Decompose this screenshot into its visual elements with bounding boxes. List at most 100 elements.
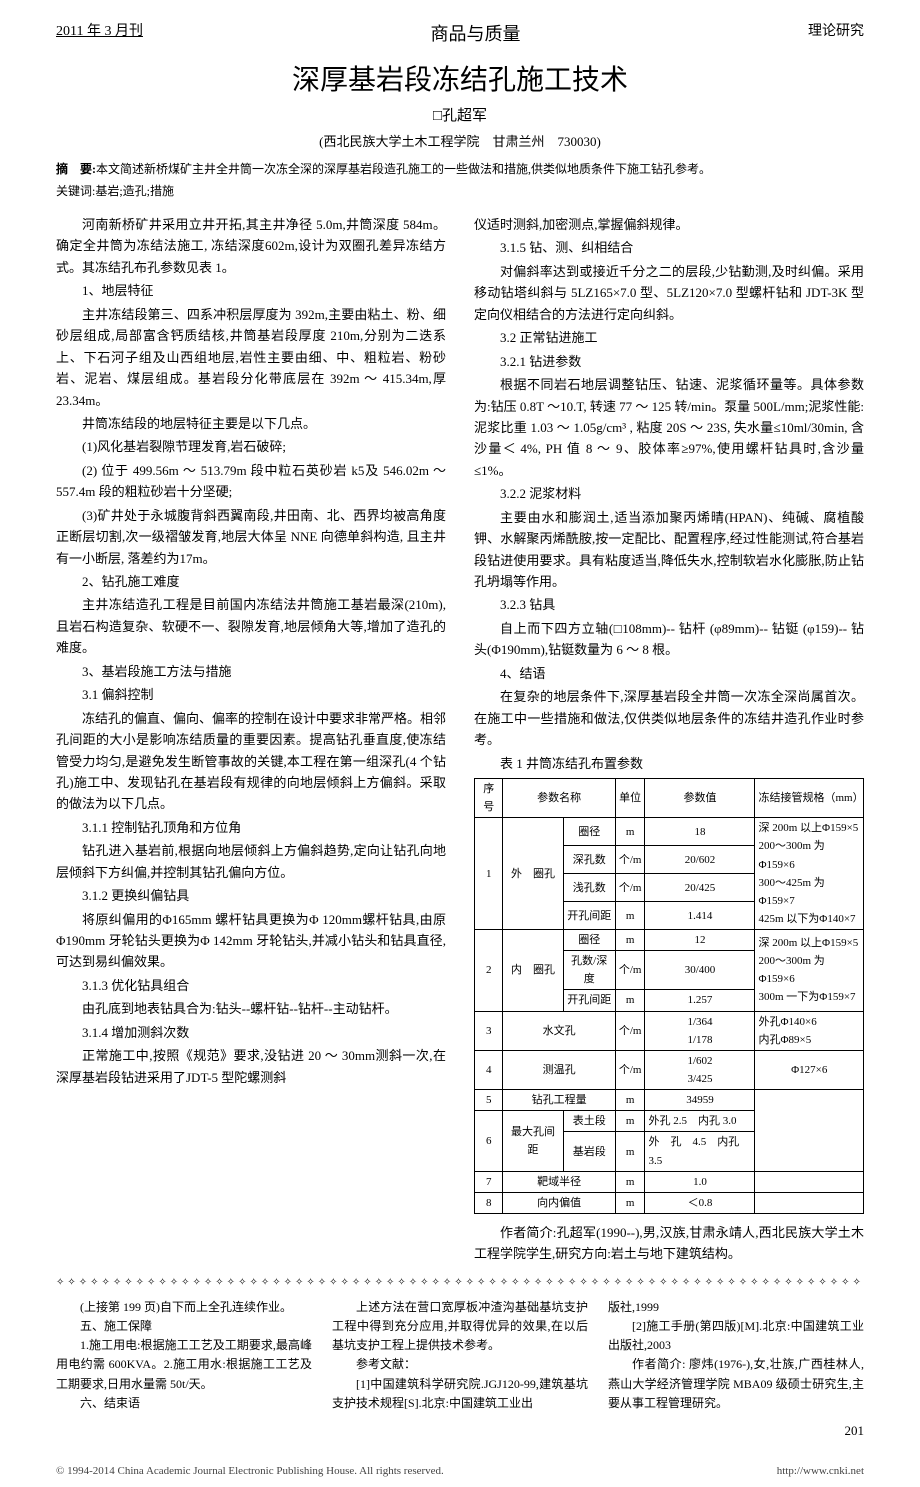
heading: 4、结语 [474, 663, 864, 684]
para: 六、结束语 [56, 1394, 312, 1413]
author: □孔超军 [56, 104, 864, 125]
cell: 开孔间距 [563, 990, 615, 1011]
separator-dots: ✧✧✧✧✧✧✧✧✧✧✧✧✧✧✧✧✧✧✧✧✧✧✧✧✧✧✧✧✧✧✧✧✧✧✧✧✧✧✧✧… [56, 1277, 864, 1288]
para: 上述方法在营口宽厚板冲渣沟基础基坑支护工程中得到充分应用,并取得优异的效果,在以… [332, 1298, 588, 1356]
cell: 外孔 2.5 内孔 3.0 [645, 1111, 755, 1132]
cell: 基岩段 [563, 1132, 615, 1171]
cell: 外 圈孔 [503, 818, 563, 930]
continued-article: (上接第 199 页)自下而上全孔连续作业。 五、施工保障 1.施工用电:根据施… [56, 1298, 864, 1413]
cell: 20/425 [645, 874, 755, 902]
left-column: 河南新桥矿井采用立井开拓,其主井净径 5.0m,井筒深度 584m。确定全井筒为… [56, 214, 446, 1267]
affiliation: (西北民族大学土木工程学院 甘肃兰州 730030) [56, 131, 864, 150]
cell: 1/602 3/425 [645, 1050, 755, 1089]
abstract-label: 摘 要: [56, 162, 96, 176]
heading: 3.1.5 钻、测、纠相结合 [474, 237, 864, 258]
cell [755, 1192, 864, 1213]
cell: 深 200m 以上Φ159×5 200～300m 为Φ159×6 300m 一下… [755, 930, 864, 1012]
para: 根据不同岩石地层调整钻压、钻速、泥浆循环量等。具体参数为:钻压 0.8T ～10… [474, 374, 864, 481]
cell [755, 1090, 864, 1172]
cell: 深孔数 [563, 846, 615, 874]
para: 在复杂的地层条件下,深厚基岩段全井筒一次冻全深尚属首次。在施工中一些措施和做法,… [474, 686, 864, 750]
para: 钻孔进入基岩前,根据向地层倾斜上方偏斜趋势,定向让钻孔向地层倾斜下方纠偏,并控制… [56, 840, 446, 883]
para: 井筒冻结段的地层特征主要是以下几点。 [56, 413, 446, 434]
para: (1)风化基岩裂隙节理发育,岩石破碎; [56, 436, 446, 457]
keywords-label: 关键词: [56, 184, 95, 198]
cell: 最大孔间距 [503, 1111, 563, 1171]
cell: 6 [475, 1111, 503, 1171]
para: 主井冻结段第三、四系冲积层厚度为 392m,主要由粘土、粉、细砂层组成,局部富含… [56, 304, 446, 411]
para: 主要由水和膨润土,适当添加聚丙烯晴(HPAN)、纯碱、腐植酸钾、水解聚丙烯酰胺,… [474, 507, 864, 593]
cell: 5 [475, 1090, 503, 1111]
abstract: 摘 要:本文简述新桥煤矿主井全井筒一次冻全深的深厚基岩段造孔施工的一些做法和措施… [56, 160, 864, 178]
cell: 4 [475, 1050, 503, 1089]
article-title: 深厚基岩段冻结孔施工技术 [56, 58, 864, 98]
cell: 圈径 [563, 818, 615, 846]
journal-name: 商品与质量 [143, 20, 808, 46]
cell [755, 1171, 864, 1192]
cell: m [615, 818, 645, 846]
heading: 3.2.2 泥浆材料 [474, 483, 864, 504]
copyright: © 1994-2014 China Academic Journal Elect… [56, 1465, 444, 1477]
cell: m [615, 1171, 645, 1192]
para: 对偏斜率达到或接近千分之二的层段,少钻勤测,及时纠偏。采用移动钻塔纠斜与 5LZ… [474, 261, 864, 325]
cell: 测温孔 [503, 1050, 615, 1089]
section-name: 理论研究 [808, 20, 864, 46]
para: [1]中国建筑科学研究院.JGJ120-99,建筑基坑支护技术规程[S].北京:… [332, 1375, 588, 1413]
heading: 3.1.1 控制钻孔顶角和方位角 [56, 817, 446, 838]
cell: m [615, 1111, 645, 1132]
issue-date: 2011 年 3 月刊 [56, 20, 143, 46]
heading: 3.2.3 钻具 [474, 594, 864, 615]
cell: 开孔间距 [563, 902, 615, 930]
para: 五、施工保障 [56, 1317, 312, 1336]
footer-url: http://www.cnki.net [777, 1465, 864, 1477]
cell: 1/364 1/178 [645, 1011, 755, 1050]
cell: 个/m [615, 846, 645, 874]
para: (2) 位于 499.56m ～ 513.79m 段中粒石英砂岩 k5及 546… [56, 460, 446, 503]
heading: 3.1.4 增加测斜次数 [56, 1022, 446, 1043]
cell: 个/m [615, 951, 645, 990]
cell: ＜0.8 [645, 1192, 755, 1213]
cell: 向内偏值 [503, 1192, 615, 1213]
heading: 3.1.3 优化钻具组合 [56, 975, 446, 996]
cell: 1.257 [645, 990, 755, 1011]
heading: 3.2.1 钻进参数 [474, 351, 864, 372]
cell: 30/400 [645, 951, 755, 990]
cell: 深 200m 以上Φ159×5 200～300m 为Φ159×6 300～425… [755, 818, 864, 930]
heading: 3.2 正常钻进施工 [474, 327, 864, 348]
cell: 浅孔数 [563, 874, 615, 902]
cell: 18 [645, 818, 755, 846]
cell: 个/m [615, 1011, 645, 1050]
cell: Φ127×6 [755, 1050, 864, 1089]
cell: m [615, 1132, 645, 1171]
cell: m [615, 990, 645, 1011]
para: 正常施工中,按照《规范》要求,没钻进 20 ～ 30mm测斜一次,在深厚基岩段钻… [56, 1045, 446, 1088]
right-column: 仪适时测斜,加密测点,掌握偏斜规律。 3.1.5 钻、测、纠相结合 对偏斜率达到… [474, 214, 864, 1267]
heading: 3、基岩段施工方法与措施 [56, 661, 446, 682]
para: [2]施工手册(第四版)[M].北京:中国建筑工业出版社,2003 [608, 1317, 864, 1355]
para: 主井冻结造孔工程是目前国内冻结法井筒施工基岩最深(210m),且岩石构造复杂、软… [56, 594, 446, 658]
cell: m [615, 1192, 645, 1213]
para: 版社,1999 [608, 1298, 864, 1317]
cell: 3 [475, 1011, 503, 1050]
keywords: 关键词:基岩;造孔;措施 [56, 182, 864, 200]
para: 将原纠偏用的Φ165mm 螺杆钻具更换为Φ 120mm螺杆钻具,由原 Φ190m… [56, 909, 446, 973]
th: 参数值 [645, 778, 755, 817]
cell: 表土段 [563, 1111, 615, 1132]
heading: 2、钻孔施工难度 [56, 571, 446, 592]
footer-bar: © 1994-2014 China Academic Journal Elect… [0, 1459, 920, 1487]
cell: 34959 [645, 1090, 755, 1111]
page-number: 201 [56, 1423, 864, 1439]
para: 作者简介: 廖炜(1976-),女,壮族,广西桂林人,燕山大学经济管理学院 MB… [608, 1355, 864, 1413]
th: 参数名称 [503, 778, 615, 817]
cell: 圈径 [563, 930, 615, 951]
abstract-text: 本文简述新桥煤矿主井全井筒一次冻全深的深厚基岩段造孔施工的一些做法和措施,供类似… [96, 162, 711, 176]
cell: 个/m [615, 1050, 645, 1089]
heading: 3.1.2 更换纠偏钻具 [56, 885, 446, 906]
table-caption: 表 1 井筒冻结孔布置参数 [474, 753, 864, 774]
cell: m [615, 930, 645, 951]
th: 序号 [475, 778, 503, 817]
cell: 1.0 [645, 1171, 755, 1192]
cell: 7 [475, 1171, 503, 1192]
para: (上接第 199 页)自下而上全孔连续作业。 [56, 1298, 312, 1317]
cell: 个/m [615, 874, 645, 902]
